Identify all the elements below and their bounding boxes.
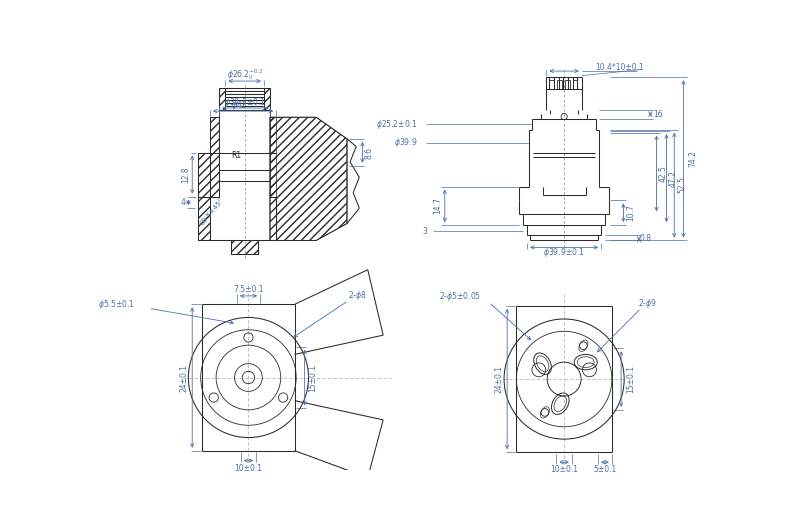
Text: 15±0.1: 15±0.1 (626, 365, 635, 393)
Polygon shape (270, 153, 276, 196)
Polygon shape (210, 153, 219, 196)
Text: $\phi$5.5±0.1: $\phi$5.5±0.1 (98, 298, 135, 311)
Polygon shape (210, 117, 219, 153)
Text: 7.5±0.1: 7.5±0.1 (233, 285, 264, 294)
Bar (549, 80, 554, 89)
Polygon shape (219, 88, 225, 110)
Text: 12.8: 12.8 (181, 167, 190, 183)
Text: 10.7: 10.7 (626, 204, 636, 221)
Text: C0.5×45°: C0.5×45° (199, 197, 225, 227)
Text: 16: 16 (654, 110, 663, 119)
Text: 4: 4 (180, 198, 185, 207)
Text: 52.5: 52.5 (678, 176, 686, 193)
Bar (573, 80, 578, 89)
Text: 42.5: 42.5 (659, 165, 668, 182)
Text: 8.6: 8.6 (364, 147, 373, 159)
Text: 0.8: 0.8 (640, 234, 652, 243)
Text: 2-$\phi$5±0.05: 2-$\phi$5±0.05 (439, 290, 481, 303)
Text: $\phi$39.3±0.1: $\phi$39.3±0.1 (223, 96, 265, 109)
Text: 74.2: 74.2 (688, 150, 697, 167)
Polygon shape (231, 240, 258, 254)
Polygon shape (199, 153, 210, 240)
Text: 5±0.1: 5±0.1 (594, 465, 617, 475)
Text: R1: R1 (231, 151, 241, 161)
Text: 10±0.1: 10±0.1 (235, 464, 263, 473)
Text: 2-$\phi$8: 2-$\phi$8 (348, 289, 367, 303)
Text: $\phi$25.2±0.1: $\phi$25.2±0.1 (376, 118, 418, 131)
Text: $\phi$39.9: $\phi$39.9 (394, 136, 418, 149)
Text: 10.4*10±0.1: 10.4*10±0.1 (595, 63, 644, 72)
Text: 14.7: 14.7 (433, 197, 442, 214)
Polygon shape (264, 88, 270, 110)
Bar (565, 80, 570, 89)
Text: $\phi$39.9±0.1: $\phi$39.9±0.1 (543, 246, 585, 259)
Polygon shape (270, 117, 347, 240)
Text: $\phi$41: $\phi$41 (231, 99, 248, 112)
Text: 47.2: 47.2 (669, 169, 678, 186)
Text: 3: 3 (422, 227, 427, 235)
Text: 10±0.1: 10±0.1 (550, 465, 578, 475)
Text: 2-$\phi$9: 2-$\phi$9 (638, 297, 657, 310)
Polygon shape (270, 117, 276, 153)
Text: 24±0.1: 24±0.1 (494, 365, 503, 393)
Text: 24±0.1: 24±0.1 (179, 363, 188, 392)
Text: $\phi$26.2$^{-0.2}_{0}$: $\phi$26.2$^{-0.2}_{0}$ (227, 67, 263, 82)
Bar (557, 80, 562, 89)
Text: 15±0.1: 15±0.1 (308, 363, 318, 392)
